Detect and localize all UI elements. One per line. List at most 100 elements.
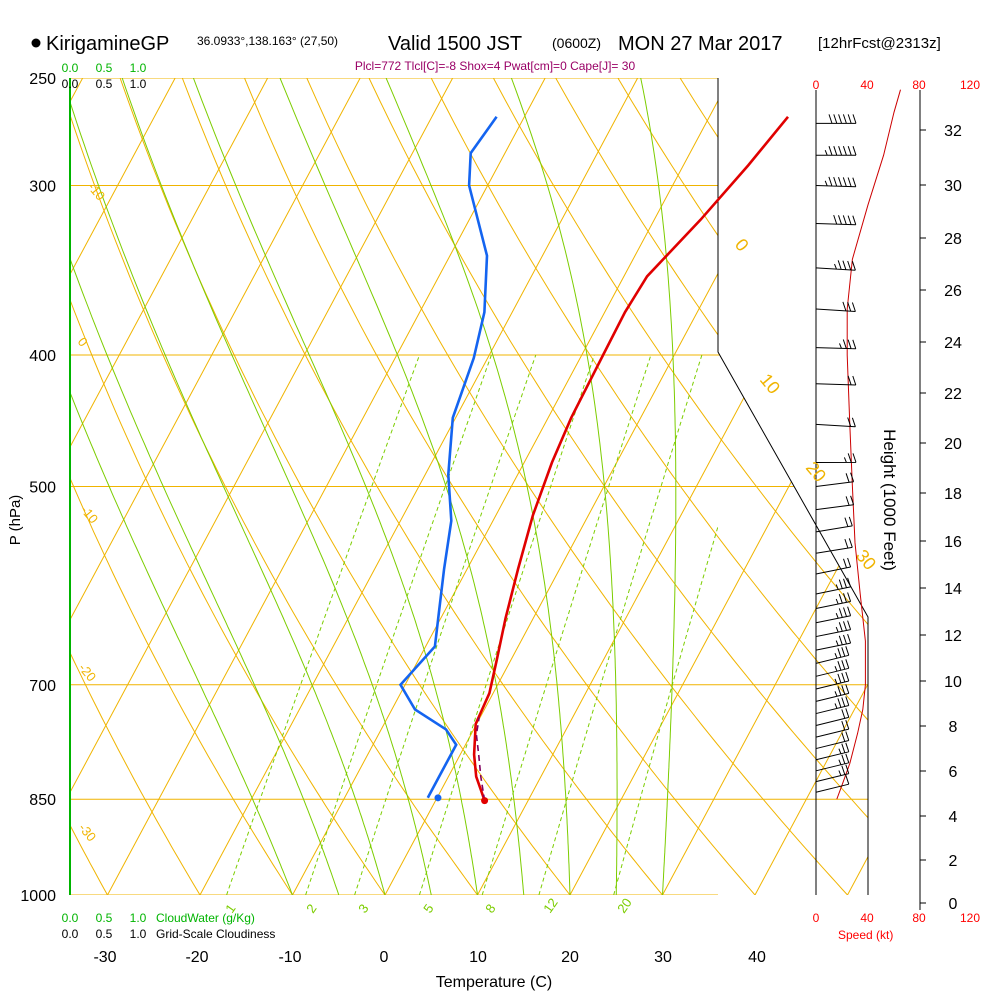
dry-adiabat	[805, 78, 1000, 895]
moist-adiabat	[121, 78, 432, 895]
y-tick-label: 250	[29, 71, 56, 88]
wind-barb	[815, 301, 856, 312]
mixing-ratio-label: 2	[303, 901, 319, 916]
height-tick-label: 26	[944, 283, 962, 300]
wind-barb	[815, 592, 852, 609]
wind-barb	[815, 775, 850, 793]
wind-barb	[815, 339, 857, 350]
cloudiness-tick-top: 1.0	[130, 77, 147, 91]
cloudwater-tick-top: 0.5	[96, 61, 113, 75]
speed-tick-top: 80	[912, 78, 926, 92]
wind-panel-border	[717, 78, 869, 895]
isotherm-line	[199, 78, 639, 895]
isotherm-label: -30	[76, 820, 100, 844]
dry-adiabat	[181, 78, 663, 895]
dry-adiabat	[718, 78, 868, 895]
utc-time: (0600Z)	[552, 35, 601, 51]
cloudwater-tick-bottom: 0.0	[62, 911, 79, 925]
speed-tick-bottom: 80	[912, 911, 926, 925]
wind-barb	[815, 684, 850, 702]
wind-barb	[815, 742, 850, 761]
wind-barb	[815, 646, 850, 664]
wind-barb	[815, 620, 852, 638]
isotherm-label: -10	[85, 179, 109, 203]
x-tick-label: -10	[278, 949, 301, 966]
y-tick-label: 850	[29, 792, 56, 809]
cloudiness-tick-top: 0.0	[62, 77, 79, 91]
cloudiness-tick-bottom: 0.0	[62, 927, 79, 941]
y-axis-title: P (hPa)	[7, 495, 24, 546]
dry-adiabat	[306, 78, 718, 746]
wind-barb	[815, 260, 856, 271]
speed-tick-bottom: 0	[813, 911, 820, 925]
station-coords: 36.0933°,138.163° (27,50)	[197, 34, 338, 48]
frames	[69, 78, 921, 910]
mixing-ratio-line	[418, 354, 595, 895]
y-tick-label: 1000	[20, 888, 56, 905]
mixing-ratio-label: 20	[614, 895, 635, 915]
isotherm-line	[847, 78, 868, 895]
wind-barb	[815, 146, 857, 156]
dry-adiabat	[244, 78, 718, 853]
forecast-date: MON 27 Mar 2017	[618, 33, 783, 55]
dry-adiabat	[718, 78, 848, 895]
surface-temperature-dot	[481, 797, 489, 805]
speed-tick-bottom: 40	[860, 911, 874, 925]
moist-adiabat	[192, 78, 478, 895]
mixing-ratio-line	[538, 354, 703, 895]
speed-tick-top: 120	[960, 78, 980, 92]
dry-adiabat	[70, 476, 293, 895]
moist-adiabat	[385, 78, 571, 895]
moist-adiabat	[70, 257, 340, 895]
x-tick-label: 30	[654, 949, 672, 966]
height-axis-title: Height (1000 Feet)	[880, 429, 899, 571]
height-tick-label: 30	[944, 178, 962, 195]
wind-barb	[815, 114, 857, 124]
height-tick-label: 6	[949, 764, 958, 781]
wind-barb	[815, 176, 857, 188]
dry-adiabat	[718, 78, 868, 895]
dry-adiabat	[929, 78, 1000, 895]
mixing-ratio-line	[613, 524, 718, 895]
height-tick-label: 24	[944, 335, 962, 352]
isotherm-line	[70, 78, 454, 794]
mixing-ratio-label: 5	[420, 901, 436, 916]
height-tick-label: 8	[949, 719, 958, 736]
wind-barb	[815, 577, 852, 595]
wind-barb	[815, 731, 850, 750]
moist-adiabat	[640, 78, 677, 895]
x-axis-title: Temperature (C)	[436, 974, 552, 991]
dewpoint-profile	[398, 116, 498, 799]
y-tick-label: 400	[29, 348, 56, 365]
station-dot-icon	[31, 38, 41, 48]
wind-barb	[815, 719, 850, 738]
wind-barb	[815, 671, 850, 690]
speed-tick-top: 40	[860, 78, 874, 92]
moist-adiabat	[70, 100, 386, 895]
dry-adiabat	[430, 78, 718, 538]
dry-adiabat	[70, 651, 201, 895]
isotherm-line	[292, 99, 718, 895]
wind-barb	[815, 538, 853, 554]
mixing-ratio-line	[354, 354, 537, 895]
dry-adiabat	[368, 78, 718, 641]
isotherm-line	[384, 272, 718, 895]
wind-barb	[815, 753, 850, 772]
isotherm-line	[477, 444, 718, 895]
moist-adiabat	[510, 78, 618, 895]
moist-adiabat	[70, 391, 293, 895]
height-tick-label: 14	[944, 581, 962, 598]
mixing-ratio-line	[305, 354, 492, 895]
temperature-profile	[472, 115, 790, 802]
x-tick-label: -30	[93, 949, 116, 966]
isotherm-line	[754, 78, 868, 895]
isotherm-line	[848, 78, 1000, 895]
wind-barbs	[815, 114, 857, 793]
station-name: KirigamineGP	[46, 33, 169, 55]
dry-adiabat	[991, 78, 1000, 895]
isotherm-label: 0	[731, 235, 753, 256]
stability-indices: Plcl=772 Tlcl[C]=-8 Shox=4 Pwat[cm]=0 Ca…	[355, 59, 636, 73]
x-tick-label: 20	[561, 949, 579, 966]
